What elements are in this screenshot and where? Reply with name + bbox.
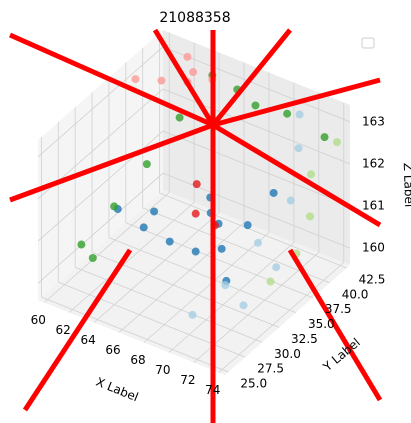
grid-line: [168, 242, 295, 353]
floor-pane: [38, 190, 350, 375]
grid-line: [125, 222, 313, 299]
point: [254, 238, 263, 247]
point: [175, 113, 184, 122]
point: [269, 188, 278, 197]
grid-line: [91, 252, 280, 328]
y-tick-label: 37.5: [325, 302, 352, 316]
ray: [287, 248, 383, 402]
grid-line: [159, 192, 347, 269]
grid-line: [142, 207, 330, 284]
y-tick-label: 40.0: [342, 287, 369, 301]
grid-line: [162, 130, 351, 207]
point: [295, 110, 304, 119]
x-tick-label: 74: [205, 383, 220, 397]
grid-line: [218, 262, 345, 373]
y-tick-label: 25.0: [240, 377, 267, 391]
point: [183, 52, 192, 61]
point: [320, 133, 329, 142]
point: [217, 244, 226, 253]
point: [142, 160, 151, 169]
x-tick-label: 62: [56, 323, 71, 337]
chart-title: 21088358: [159, 10, 230, 26]
grid-line: [143, 232, 270, 343]
ray: [211, 122, 382, 228]
red-lines: [8, 28, 383, 423]
panes: [38, 30, 350, 375]
grid-line: [108, 237, 297, 313]
point: [305, 212, 314, 221]
y-tick-label: 27.5: [257, 362, 284, 376]
grid-line: [93, 212, 220, 323]
grid-line: [162, 88, 351, 165]
grid-line: [162, 46, 351, 123]
point: [139, 223, 148, 232]
ray: [8, 32, 215, 128]
ray: [212, 77, 381, 128]
grid-line: [37, 46, 164, 158]
x-tick-label: 68: [130, 353, 145, 367]
z-tick-label: 163: [362, 114, 385, 128]
point: [188, 310, 197, 319]
ray: [9, 122, 214, 203]
grid-line: [43, 192, 170, 303]
grid-line: [41, 296, 229, 373]
point: [272, 263, 281, 272]
x-tick-label: 60: [31, 313, 46, 327]
point: [77, 240, 86, 249]
point: [307, 170, 316, 179]
grid-line: [68, 202, 195, 313]
point: [191, 209, 200, 218]
ray: [152, 28, 216, 127]
x-tick-label: 70: [155, 363, 170, 377]
y-axis-label: Y Label: [320, 335, 363, 374]
point: [221, 281, 230, 290]
point: [88, 254, 97, 263]
point: [286, 196, 295, 205]
back-pane: [163, 30, 350, 265]
point: [131, 75, 140, 84]
point: [189, 68, 198, 77]
point: [283, 109, 292, 118]
point: [165, 237, 174, 246]
y-tick-label: 30.0: [274, 347, 301, 361]
grid-line: [118, 222, 245, 333]
x-tick-label: 72: [180, 373, 195, 387]
point: [192, 180, 201, 189]
point: [243, 221, 252, 230]
z-axis-label: Z Label: [401, 163, 411, 208]
ray: [22, 248, 133, 412]
point: [110, 202, 119, 211]
point: [239, 301, 248, 310]
point: [294, 144, 303, 153]
y-tick-label: 42.5: [359, 272, 386, 286]
ray: [211, 28, 292, 127]
z-tick-label: 160: [362, 241, 385, 255]
y-tick-label: 32.5: [291, 332, 318, 346]
point: [251, 101, 260, 110]
grid-line: [75, 266, 263, 343]
z-tick-label: 162: [362, 156, 385, 170]
legend-box: [361, 37, 375, 49]
grid-line: [37, 172, 164, 284]
z-tick-label: 161: [362, 199, 385, 213]
point: [266, 277, 275, 286]
x-tick-label: 64: [80, 333, 95, 347]
point: [157, 76, 166, 85]
y-tick-label: 35.0: [308, 317, 335, 331]
grid: [37, 32, 351, 373]
point: [191, 247, 200, 256]
point: [333, 138, 342, 147]
point: [150, 207, 159, 216]
x-axis-label: X Label: [94, 375, 140, 405]
x-tick-label: 66: [105, 343, 120, 357]
